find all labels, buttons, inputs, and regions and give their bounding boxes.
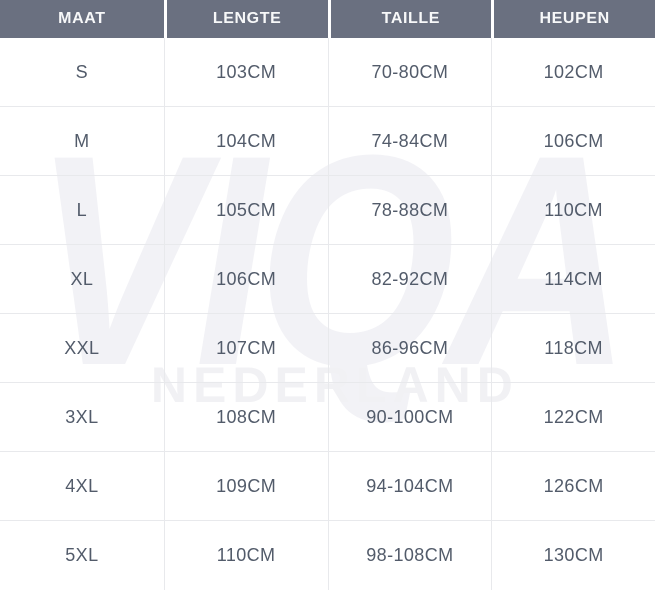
length-cell: 108CM (163, 383, 328, 452)
size-cell: XXL (0, 314, 164, 383)
hips-cell: 126CM (491, 452, 655, 521)
table-row: XL 106CM 82-92CM 114CM (0, 245, 655, 314)
table-header: MAAT LENGTE TAILLE HEUPEN (0, 0, 655, 38)
waist-cell: 86-96CM (327, 314, 492, 383)
hips-cell: 130CM (491, 521, 655, 590)
waist-cell: 90-100CM (327, 383, 492, 452)
size-cell: 5XL (65, 545, 99, 565)
table-row: M 104CM 74-84CM 106CM (0, 107, 655, 176)
hips-cell: 102CM (491, 38, 655, 107)
waist-cell: 70-80CM (327, 38, 492, 107)
size-cell: L (0, 176, 164, 245)
waist-cell: 98-108CM (327, 521, 492, 590)
hips-cell: 118CM (491, 314, 655, 383)
hips-cell: 122CM (491, 383, 655, 452)
length-cell: 107CM (163, 314, 328, 383)
size-cell: 4XL (0, 452, 164, 521)
length-cell: 110CM (163, 521, 328, 590)
length-cell: 105CM (163, 176, 328, 245)
size-cell: XL (0, 245, 164, 314)
size-cell: 3XL (0, 383, 164, 452)
hips-cell: 106CM (491, 107, 655, 176)
length-cell: 109CM (163, 452, 328, 521)
hips-cell: 110CM (491, 176, 655, 245)
size-cell: M (0, 107, 164, 176)
column-header-lengte: LENGTE (163, 0, 328, 38)
waist-cell: 82-92CM (327, 245, 492, 314)
size-cell: S (0, 38, 164, 107)
waist-cell: 94-104CM (327, 452, 492, 521)
table-row: S 103CM 70-80CM 102CM (0, 38, 655, 107)
hips-cell: 114CM (491, 245, 655, 314)
waist-cell: 78-88CM (327, 176, 492, 245)
table-row: 5XL 110CM 98-108CM 130CM (0, 521, 655, 590)
length-cell: 104CM (163, 107, 328, 176)
column-header-taille: TAILLE (327, 0, 492, 38)
waist-cell: 74-84CM (327, 107, 492, 176)
length-cell: 103CM (163, 38, 328, 107)
length-cell: 106CM (163, 245, 328, 314)
table-row: L 105CM 78-88CM 110CM (0, 176, 655, 245)
column-header-heupen: HEUPEN (491, 0, 655, 38)
header-row: MAAT LENGTE TAILLE HEUPEN (0, 0, 655, 38)
table-row: XXL 107CM 86-96CM 118CM (0, 314, 655, 383)
table-row: 3XL 108CM 90-100CM 122CM (0, 383, 655, 452)
column-header-maat: MAAT (0, 0, 164, 38)
table-body: S 103CM 70-80CM 102CM M 104CM 74-84CM 10… (0, 38, 655, 590)
table-row: 4XL 109CM 94-104CM 126CM (0, 452, 655, 521)
